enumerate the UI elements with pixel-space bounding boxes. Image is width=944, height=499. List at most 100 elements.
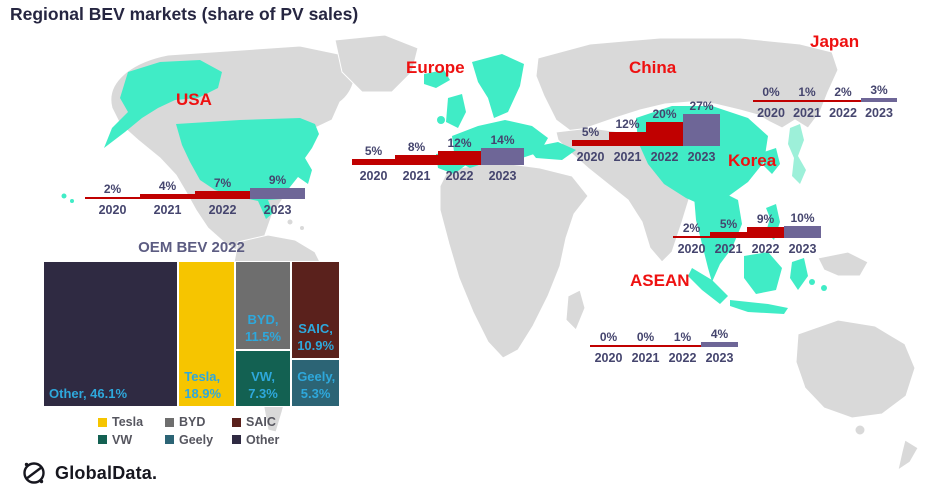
legend-label: SAIC [246,415,276,429]
value-label: 2% [682,220,701,235]
bar-usa-2023 [250,188,305,199]
treemap-title: OEM BEV 2022 [138,239,245,256]
map-ireland [437,116,445,124]
bar-group-europe-2020: 5% [352,113,395,165]
bar-asean-2020 [590,345,627,347]
map-korea [764,148,780,174]
bar-group-europe-2021: 8% [395,113,438,165]
year-label: 2022 [650,150,679,164]
bar-china-2022 [646,122,683,146]
value-label: 14% [490,133,515,148]
map-caribbean-dot [299,225,305,231]
bar-china-2021 [609,131,646,146]
bar-japan-2020 [753,100,789,102]
treemap-segment-vw: VW, 7.3% [235,350,291,406]
value-label: 5% [581,125,600,139]
bev-share-chart-china: 5% 12% 20% 27% 2020 2021 2022 2023 [572,94,720,164]
region-label-asean: ASEAN [630,271,690,290]
bar-group-usa-2022: 7% [195,147,250,199]
bar-china-2020 [572,140,609,146]
bar-korea-2023 [784,226,821,238]
map-island-dot [809,279,815,285]
map-uk [446,94,466,128]
bar-group-china-2023: 27% [683,94,720,146]
region-label-china: China [629,58,677,77]
year-label: 2020 [594,351,623,365]
bar-asean-2021 [627,345,664,347]
legend-label: Tesla [112,415,144,429]
bar-japan-2022 [825,99,861,102]
legend-item-vw: VW [98,433,165,447]
map-hawaii [70,199,74,203]
year-label: 2021 [793,106,821,120]
bev-share-chart-japan: 0% 1% 2% 3% 2020 2021 2022 2023 [753,50,897,120]
year-label: 2022 [208,203,237,217]
legend-item-geely: Geely [165,432,232,447]
bar-europe-2022 [438,150,481,165]
treemap-segment-label: Other, 46.1% [49,386,128,402]
value-label: 2% [103,181,122,196]
treemap-column-saic-geely: SAIC, 10.9% Geely, 5.3% [292,262,339,406]
year-label: 2020 [359,169,388,183]
bar-group-korea-2020: 2% [673,186,710,238]
bar-group-japan-2020: 0% [753,50,789,102]
treemap-legend: Tesla BYD SAIC VW Geely Other [98,416,299,446]
bar-japan-2023 [861,98,897,102]
bar-group-korea-2021: 5% [710,186,747,238]
bar-group-china-2022: 20% [646,94,683,146]
globaldata-logo-icon [23,462,45,484]
year-label: 2020 [677,242,706,256]
map-new-guinea [817,251,869,277]
legend-item-saic: SAIC [232,416,299,429]
bev-share-chart-asean: 0% 0% 1% 4% 2020 2021 2022 2023 [590,295,738,365]
bar-europe-2021 [395,155,438,165]
bar-group-usa-2020: 2% [85,147,140,199]
legend-item-tesla: Tesla [98,416,165,429]
bar-group-europe-2022: 12% [438,113,481,165]
bev-share-chart-usa: 2% 4% 7% 9% 2020 2021 2022 2023 [85,147,305,217]
value-label: 10% [790,211,815,225]
year-label: 2023 [687,150,716,164]
value-label: 0% [636,330,655,345]
bar-group-china-2021: 12% [609,94,646,146]
year-label: 2023 [705,351,734,365]
map-new-zealand [897,439,919,472]
bar-europe-2020 [352,159,395,165]
year-label: 2022 [829,106,857,120]
bev-share-chart-europe: 5% 8% 12% 14% 2020 2021 2022 2023 [352,113,524,183]
year-label: 2021 [153,203,182,217]
year-label: 2022 [751,242,780,256]
legend-item-byd: BYD [165,416,232,429]
bar-korea-2020 [673,235,710,238]
year-label: 2021 [402,169,431,183]
bar-group-asean-2020: 0% [590,295,627,347]
legend-label: Geely [179,432,214,447]
value-label: 1% [798,85,816,100]
map-sulawesi [790,258,808,290]
value-label: 0% [762,85,780,100]
bar-korea-2021 [710,232,747,238]
value-label: 20% [652,107,677,121]
map-island-dot [821,285,827,291]
treemap-segment-label: Geely, 5.3% [297,369,336,402]
value-label: 0% [599,330,618,345]
bar-group-asean-2023: 4% [701,295,738,347]
treemap-column-byd-vw: BYD, 11.5% VW, 7.3% [235,262,291,406]
legend-label: BYD [179,415,206,429]
map-scandinavia [472,54,524,118]
year-label: 2023 [488,169,517,183]
map-australia [795,319,916,419]
value-label: 2% [834,84,852,99]
treemap-segment-label: BYD, 11.5% [244,312,282,344]
legend-item-other: Other [232,433,299,447]
region-label-korea: Korea [728,151,777,170]
value-label: 4% [158,179,177,194]
value-label: 3% [870,83,888,98]
legend-swatch-geely [165,435,174,445]
globaldata-logo: GlobalData. [20,459,157,487]
value-label: 8% [407,140,426,155]
bar-asean-2022 [664,345,701,347]
map-hawaii [61,193,67,199]
legend-swatch-saic [232,417,241,427]
